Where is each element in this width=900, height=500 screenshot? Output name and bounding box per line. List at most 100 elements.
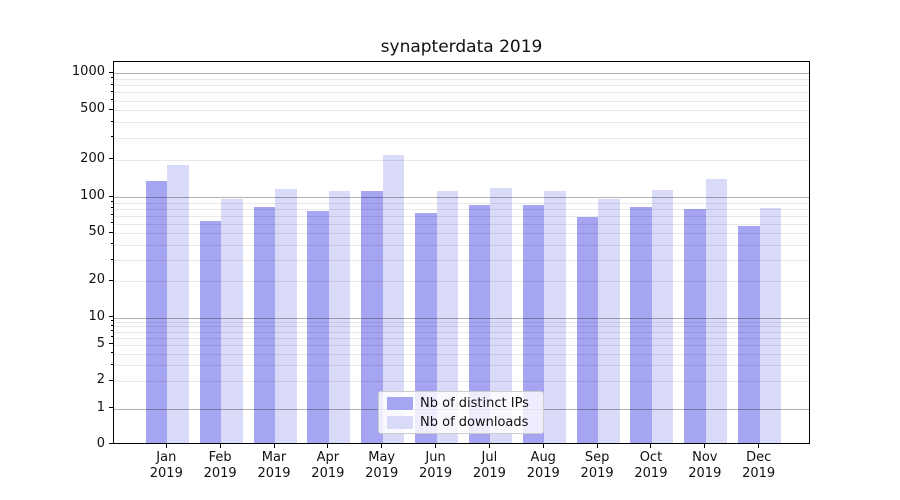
x-tick-label: Oct 2019 [621, 450, 681, 482]
x-tick-label: May 2019 [352, 450, 412, 482]
y-minor-tick-mark [110, 90, 113, 92]
y-tick-label: 1 [96, 399, 105, 415]
x-tick-label: Aug 2019 [513, 450, 573, 482]
bar-jul-downloads [490, 187, 512, 443]
x-tick-mark [650, 444, 652, 448]
x-tick-month: Oct [639, 450, 663, 465]
x-tick-mark [327, 444, 329, 448]
y-minor-tick-mark [110, 77, 113, 79]
y-tick-mark [109, 407, 113, 408]
x-tick-mark [758, 444, 760, 448]
x-tick-mark [165, 444, 167, 448]
x-tick-year: 2019 [203, 466, 237, 481]
y-minor-tick-mark [110, 352, 113, 354]
gridline-minor [114, 202, 809, 204]
bar-apr-downloads [328, 191, 351, 443]
y-tick-label: 500 [80, 101, 105, 117]
bar-nov-downloads [705, 178, 728, 443]
x-tick-label: Jun 2019 [406, 450, 466, 482]
y-tick-mark [109, 443, 113, 444]
gridline-minor [114, 122, 809, 124]
y-minor-tick-mark [110, 363, 113, 365]
x-tick-label: Sep 2019 [567, 450, 627, 482]
legend: Nb of distinct IPs Nb of downloads [378, 391, 544, 434]
y-minor-tick-mark [110, 201, 113, 202]
legend-label-downloads: Nb of downloads [420, 414, 529, 430]
bar-jun-distinct-ips [415, 213, 437, 443]
y-minor-tick-mark [110, 120, 113, 122]
x-tick-month: Dec [746, 450, 772, 465]
gridline-minor [114, 110, 809, 112]
bar-feb-downloads [221, 199, 243, 443]
bar-jan-downloads [167, 165, 189, 443]
x-tick-year: 2019 [526, 466, 560, 481]
y-tick-mark [109, 379, 113, 381]
y-minor-tick-mark [110, 214, 113, 216]
y-tick-mark [109, 279, 113, 281]
gridline-major [114, 73, 809, 74]
x-tick-month: Jul [481, 450, 498, 465]
chart-title: synapterdata 2019 [380, 37, 543, 57]
x-tick-year: 2019 [742, 466, 776, 481]
y-tick-label: 1000 [71, 64, 105, 79]
x-tick-mark [704, 444, 706, 448]
y-minor-tick-mark [110, 83, 113, 85]
bar-mar-downloads [275, 188, 297, 443]
y-tick-mark [109, 316, 113, 317]
x-tick-label: Mar 2019 [244, 450, 304, 482]
y-tick-mark [109, 195, 113, 197]
x-tick-mark [381, 444, 383, 448]
x-tick-year: 2019 [419, 466, 453, 481]
x-tick-mark [219, 444, 221, 448]
x-tick-year: 2019 [688, 466, 722, 481]
x-tick-label: Jan 2019 [136, 450, 196, 482]
x-tick-month: Nov [692, 450, 718, 465]
x-tick-label: Nov 2019 [675, 450, 735, 482]
bar-dec-distinct-ips [738, 225, 760, 443]
x-tick-month: Jan [156, 450, 177, 465]
y-tick-label: 100 [80, 188, 105, 203]
gridline-major [114, 197, 809, 198]
y-tick-label: 2 [96, 372, 105, 388]
x-tick-year: 2019 [634, 466, 668, 481]
y-tick-label: 10 [88, 308, 105, 324]
plot-area [113, 61, 810, 444]
y-minor-tick-mark [110, 136, 113, 138]
bar-aug-distinct-ips [522, 204, 545, 443]
bar-apr-distinct-ips [307, 211, 329, 443]
bar-jul-distinct-ips [468, 205, 491, 443]
x-tick-mark [435, 444, 437, 448]
y-minor-tick-mark [110, 99, 113, 100]
x-tick-mark [273, 444, 275, 448]
y-tick-mark [109, 158, 113, 160]
y-tick-mark [109, 343, 113, 345]
y-tick-label: 50 [88, 224, 105, 240]
gridline-minor [114, 78, 809, 80]
y-tick-mark [109, 71, 113, 73]
gridline-minor [114, 159, 809, 161]
gridline-minor [114, 92, 809, 94]
x-tick-month: Apr [316, 450, 340, 465]
bar-mar-distinct-ips [253, 207, 275, 443]
bar-feb-distinct-ips [199, 220, 222, 443]
y-tick-mark [109, 231, 113, 233]
bar-nov-distinct-ips [684, 208, 706, 443]
x-tick-label: Feb 2019 [190, 450, 250, 482]
legend-entry-distinct-ips: Nb of distinct IPs [387, 396, 535, 411]
x-tick-year: 2019 [257, 466, 291, 481]
y-tick-label: 200 [80, 150, 105, 166]
x-tick-month: May [368, 450, 396, 465]
x-tick-year: 2019 [580, 466, 614, 481]
legend-entry-downloads: Nb of downloads [387, 415, 535, 430]
y-tick-label: 5 [96, 335, 105, 351]
bar-oct-distinct-ips [630, 206, 652, 443]
y-minor-tick-mark [110, 258, 113, 260]
bar-may-downloads [382, 155, 405, 443]
y-tick-label: 20 [88, 272, 105, 288]
legend-label-distinct-ips: Nb of distinct IPs [420, 395, 529, 411]
x-tick-year: 2019 [472, 466, 506, 481]
x-tick-label: Apr 2019 [298, 450, 358, 482]
y-minor-tick-mark [110, 330, 113, 332]
y-minor-tick-mark [110, 336, 113, 338]
